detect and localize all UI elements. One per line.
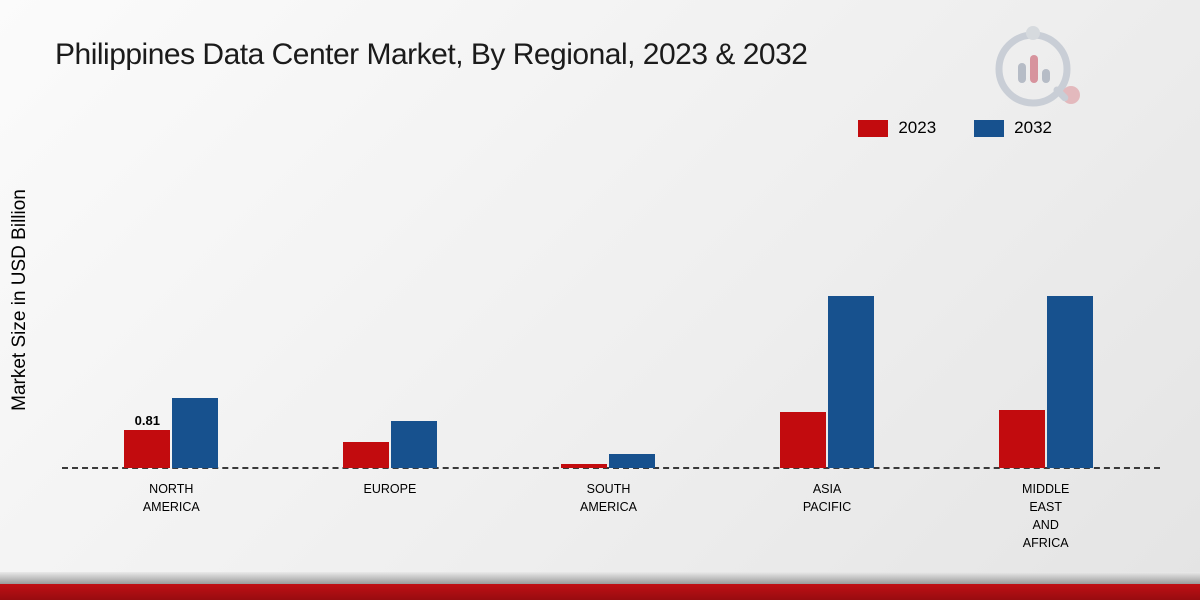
bar-2023-north-america bbox=[124, 430, 171, 468]
legend-label: 2023 bbox=[898, 118, 937, 137]
legend-item-2023: 2023 bbox=[858, 118, 936, 138]
zero-baseline bbox=[62, 467, 1160, 469]
bar-2023-europe bbox=[342, 442, 389, 468]
bar-wrap-2032-middle-east-and-africa bbox=[1046, 296, 1093, 468]
legend: 2023 2032 bbox=[858, 118, 1052, 138]
category-label-south-america: SOUTH AMERICA bbox=[580, 482, 637, 515]
bar-2032-asia-pacific bbox=[828, 296, 875, 468]
bar-2032-south-america bbox=[609, 454, 656, 468]
bar-wrap-2023-south-america bbox=[561, 464, 608, 468]
bar-2023-middle-east-and-africa bbox=[998, 410, 1045, 468]
bar-value-label-north-america: 0.81 bbox=[134, 413, 160, 428]
bar-2032-europe bbox=[390, 421, 437, 468]
mrfr-logo-icon bbox=[995, 26, 1080, 107]
bar-wrap-2023-europe bbox=[342, 442, 389, 468]
legend-swatch-2023 bbox=[858, 119, 889, 137]
bar-2032-middle-east-and-africa bbox=[1046, 296, 1093, 468]
category-label-asia-pacific: ASIA PACIFIC bbox=[802, 482, 852, 515]
bar-wrap-2032-asia-pacific bbox=[828, 296, 875, 468]
bar-2023-south-america bbox=[561, 464, 608, 468]
legend-label: 2032 bbox=[1014, 118, 1052, 137]
category-label-middle-east-and-africa: MIDDLE EAST AND AFRICA bbox=[1022, 482, 1070, 551]
bar-wrap-2032-europe bbox=[390, 421, 437, 468]
bar-group-europe: EUROPE bbox=[342, 268, 437, 496]
bar-wrap-2023-middle-east-and-africa bbox=[998, 410, 1045, 468]
bar-wrap-2032-south-america bbox=[609, 454, 656, 468]
bar-2023-asia-pacific bbox=[780, 412, 827, 468]
bar-group-north-america: 0.81 NORTH AMERICA bbox=[124, 268, 219, 514]
bar-group-south-america: SOUTH AMERICA bbox=[561, 268, 656, 514]
bar-group-middle-east-and-africa: MIDDLE EAST AND AFRICA bbox=[998, 268, 1093, 550]
bar-wrap-2023-asia-pacific bbox=[780, 412, 827, 468]
footer-red-ribbon bbox=[0, 584, 1200, 600]
category-label-north-america: NORTH AMERICA bbox=[142, 482, 200, 515]
chart-title: Philippines Data Center Market, By Regio… bbox=[55, 38, 808, 71]
bar-2032-north-america bbox=[172, 398, 219, 468]
legend-item-2032: 2032 bbox=[974, 118, 1052, 138]
bar-groups: 0.81 NORTH AMERICA EUROPE SOUTH AMERICA ASIA PA… bbox=[62, 268, 1155, 550]
footer-gradient-strip bbox=[0, 572, 1200, 584]
legend-swatch-2032 bbox=[974, 119, 1005, 137]
bar-wrap-2032-north-america bbox=[172, 398, 219, 468]
bar-group-asia-pacific: ASIA PACIFIC bbox=[780, 268, 875, 514]
bar-wrap-2023-north-america: 0.81 bbox=[124, 413, 171, 468]
y-axis-label: Market Size in USD Billion bbox=[9, 189, 30, 411]
category-label-europe: EUROPE bbox=[363, 482, 417, 496]
